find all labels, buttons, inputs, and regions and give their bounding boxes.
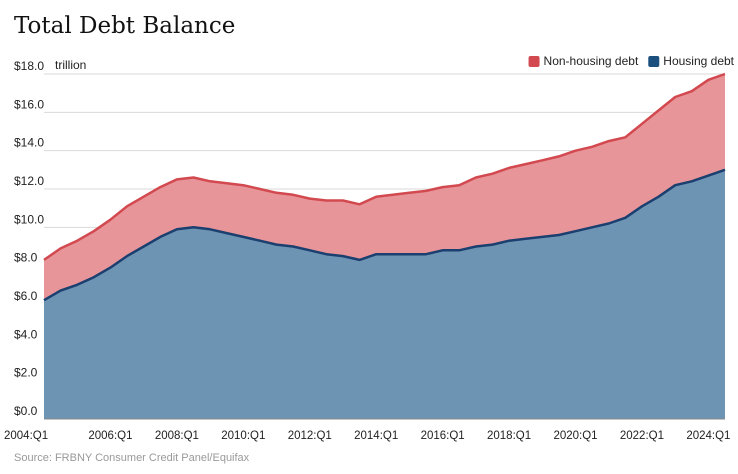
housing-debt-line bbox=[43, 168, 726, 302]
plot-area bbox=[43, 72, 726, 420]
housing-debt-area bbox=[44, 169, 725, 419]
x-tick-label: 2006:Q1 bbox=[88, 430, 132, 442]
y-tick-label: $12.0 bbox=[14, 174, 44, 188]
y-tick-label: $8.0 bbox=[14, 251, 38, 265]
x-axis: 2004:Q1 2006:Q1 2008:Q1 2010:Q1 2012:Q1 2014:… bbox=[4, 430, 730, 442]
chart-legend: Housing debt Non-housing debt bbox=[528, 54, 735, 68]
x-tick-label: 2008:Q1 bbox=[155, 430, 199, 442]
y-tick-label: $10.0 bbox=[14, 212, 44, 226]
y-tick-label: $6.0 bbox=[14, 289, 38, 303]
source-note: Source: FRBNY Consumer Credit Panel/Equi… bbox=[14, 452, 250, 464]
y-tick-label: $0.0 bbox=[14, 404, 38, 418]
x-tick-label: 2012:Q1 bbox=[288, 430, 332, 442]
y-tick-label: $16.0 bbox=[14, 97, 44, 111]
legend-swatch bbox=[528, 56, 540, 67]
legend-label: Housing debt bbox=[663, 54, 734, 68]
non-housing-debt-area bbox=[44, 74, 725, 301]
x-tick-label: 2022:Q1 bbox=[620, 430, 664, 442]
legend-label: Non-housing debt bbox=[544, 54, 639, 68]
y-tick-label: $18.0 bbox=[14, 59, 44, 73]
y-axis-unit-label: trillion bbox=[55, 58, 86, 72]
x-tick-label: 2018:Q1 bbox=[487, 430, 531, 442]
chart-title: Total Debt Balance bbox=[14, 13, 235, 39]
y-tick-label: $14.0 bbox=[14, 136, 44, 150]
total-debt-line bbox=[43, 72, 726, 261]
x-tick-label: 2016:Q1 bbox=[421, 430, 465, 442]
y-tick-label: $4.0 bbox=[14, 327, 38, 341]
x-tick-label: 2010:Q1 bbox=[221, 430, 265, 442]
y-axis: $0.0 $2.0 $4.0 $6.0 $8.0 $10.0 $12.0 $14.0 $16.0… bbox=[14, 59, 44, 418]
x-tick-label: 2014:Q1 bbox=[354, 430, 398, 442]
x-tick-label: 2024:Q1 bbox=[686, 430, 730, 442]
x-tick-label: 2020:Q1 bbox=[553, 430, 597, 442]
x-tick-label: 2004:Q1 bbox=[4, 430, 48, 442]
y-tick-label: $2.0 bbox=[14, 366, 38, 380]
legend-swatch bbox=[648, 56, 660, 67]
